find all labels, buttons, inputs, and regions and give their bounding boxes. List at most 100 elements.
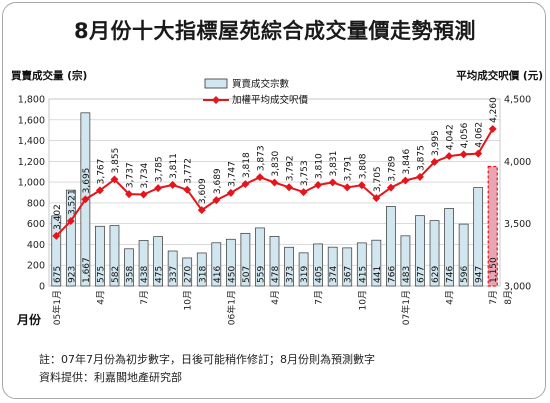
price-label: 3,831 bbox=[329, 151, 339, 177]
price-label: 3,792 bbox=[286, 155, 296, 181]
y-left-tick-label: 0 bbox=[39, 282, 45, 293]
price-line: 3,402 3,521 3,695 3,767 3,855 3,737 3,734 3,785… bbox=[52, 97, 499, 240]
price-label: 3,875 bbox=[416, 145, 426, 171]
price-label: 3,767 bbox=[96, 159, 106, 185]
volume-bar bbox=[153, 236, 163, 287]
price-point bbox=[241, 180, 250, 188]
price-point bbox=[474, 149, 483, 158]
price-label: 4,042 bbox=[446, 124, 456, 150]
combo-chart: 675 923 1,667 575 582 358 438 475 337 270 318 416 45… bbox=[11, 69, 543, 327]
price-label: 3,785 bbox=[155, 156, 165, 182]
volume-label: 677 bbox=[416, 266, 426, 283]
legend-line-label: 加權平均成交呎價 bbox=[232, 94, 309, 106]
price-point bbox=[285, 183, 294, 192]
volume-bar bbox=[313, 243, 324, 287]
price-label: 4,062 bbox=[475, 122, 485, 148]
volume-label: 596 bbox=[460, 266, 470, 283]
price-label: 3,808 bbox=[358, 153, 368, 179]
x-tick-label: 4月 bbox=[445, 290, 456, 305]
volume-label: 415 bbox=[358, 266, 368, 283]
volume-label: 1,667 bbox=[82, 257, 92, 283]
price-label: 3,818 bbox=[242, 152, 252, 178]
price-point bbox=[270, 178, 279, 187]
price-label: 3,521 bbox=[67, 189, 77, 215]
price-point bbox=[357, 181, 366, 190]
y-right-tick-label: 3,500 bbox=[504, 219, 531, 230]
price-label: 3,855 bbox=[111, 148, 121, 174]
volume-bar bbox=[211, 242, 222, 287]
volume-bar bbox=[473, 187, 484, 287]
volume-label: 629 bbox=[431, 266, 441, 283]
volume-label: 475 bbox=[155, 266, 165, 283]
y-right-tick-label: 4,500 bbox=[504, 95, 531, 106]
price-label: 3,772 bbox=[184, 158, 194, 184]
volume-label: 441 bbox=[373, 266, 383, 283]
volume-label: 373 bbox=[286, 266, 296, 283]
x-tick-label: 10月 bbox=[357, 290, 368, 310]
volume-label: 416 bbox=[213, 266, 223, 283]
x-tick-label: 07年1月 bbox=[400, 290, 412, 325]
price-point bbox=[328, 178, 337, 187]
price-point bbox=[445, 152, 454, 161]
volume-label: 1,150 bbox=[489, 257, 499, 283]
legend-bar-swatch bbox=[204, 78, 228, 89]
volume-bar bbox=[284, 246, 294, 287]
y-right-tick-label: 4,000 bbox=[504, 157, 531, 168]
price-label: 3,609 bbox=[198, 178, 208, 204]
volume-label: 337 bbox=[169, 266, 179, 283]
volume-bar bbox=[65, 189, 76, 287]
price-label: 4,056 bbox=[460, 122, 470, 148]
price-point bbox=[110, 175, 119, 184]
volume-bar bbox=[269, 235, 280, 287]
volume-bar bbox=[298, 252, 309, 287]
volume-label: 507 bbox=[242, 266, 252, 283]
price-label: 3,689 bbox=[213, 168, 223, 194]
volume-bar bbox=[386, 206, 396, 287]
volume-label: 318 bbox=[198, 266, 208, 283]
volume-label: 483 bbox=[402, 266, 412, 283]
chart-card: 8月份十大指標屋苑綜合成交量價走勢預測 675 923 1,667 575 582 358… bbox=[2, 2, 546, 399]
volume-bar bbox=[342, 247, 353, 287]
price-point bbox=[66, 217, 75, 226]
volume-label: 367 bbox=[344, 266, 354, 283]
x-tick-label: 4月 bbox=[95, 290, 106, 305]
price-label: 3,747 bbox=[227, 161, 237, 187]
volume-bar bbox=[444, 208, 454, 287]
volume-label: 582 bbox=[111, 266, 121, 283]
volume-bar bbox=[255, 227, 265, 287]
volume-bar bbox=[196, 252, 207, 287]
volume-bar bbox=[487, 165, 498, 287]
y-left-tick-label: 1,600 bbox=[18, 115, 45, 126]
volume-bar bbox=[51, 215, 62, 287]
price-point bbox=[314, 181, 323, 189]
price-label: 3,695 bbox=[82, 168, 92, 194]
volume-bar bbox=[458, 223, 469, 287]
price-point bbox=[343, 183, 352, 192]
x-tick-label: 06年1月 bbox=[225, 290, 237, 325]
volume-label: 478 bbox=[271, 266, 281, 283]
volume-bar bbox=[124, 248, 134, 287]
price-point bbox=[299, 188, 308, 197]
volume-bar bbox=[415, 215, 425, 287]
volume-label: 766 bbox=[387, 266, 397, 283]
volume-bar bbox=[240, 232, 251, 287]
price-point bbox=[372, 194, 381, 203]
x-tick-label: 10月 bbox=[183, 290, 194, 310]
price-label: 3,753 bbox=[300, 160, 310, 186]
volume-label: 405 bbox=[315, 266, 325, 283]
price-point bbox=[183, 185, 192, 194]
price-point bbox=[255, 173, 264, 182]
price-label: 3,789 bbox=[387, 156, 397, 182]
price-point bbox=[401, 176, 410, 185]
x-tick-label: 8月 bbox=[503, 290, 514, 305]
volume-bar bbox=[138, 240, 149, 287]
price-point bbox=[212, 196, 221, 205]
volume-bar bbox=[400, 235, 411, 287]
price-label: 3,402 bbox=[53, 204, 63, 230]
price-label: 3,873 bbox=[256, 145, 266, 171]
price-point bbox=[95, 186, 104, 195]
right-axis-title: 平均成交呎價 (元) bbox=[456, 69, 543, 82]
x-tick-label: 4月 bbox=[270, 290, 281, 305]
price-point bbox=[430, 157, 439, 166]
volume-label: 675 bbox=[53, 266, 63, 283]
